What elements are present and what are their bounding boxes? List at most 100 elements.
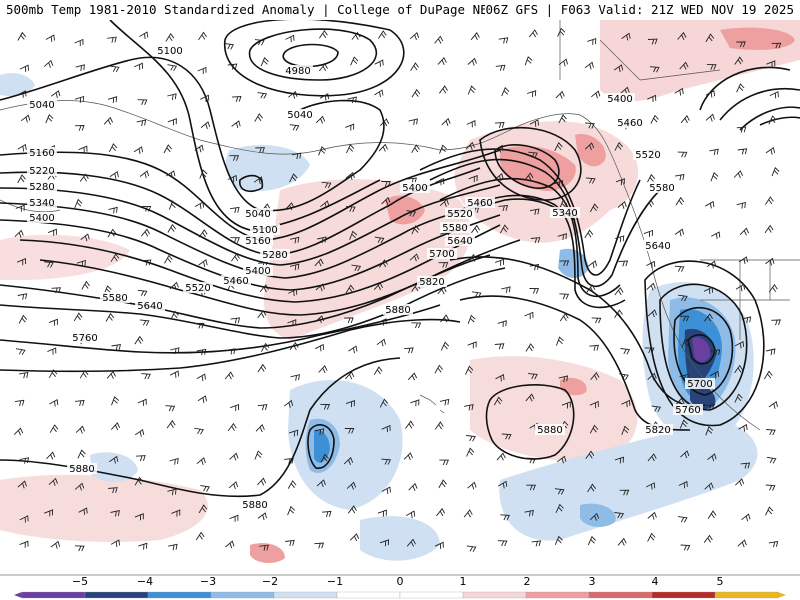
- wind-barb: [134, 428, 145, 437]
- wind-barb: [103, 285, 112, 295]
- colorbar-label: 2: [524, 575, 531, 588]
- wind-barb: [108, 206, 118, 214]
- wind-barb: [194, 427, 204, 435]
- contour-5520: [39, 239, 521, 316]
- contour-label: 5580: [442, 223, 467, 234]
- wind-barb: [494, 122, 505, 128]
- contour-low-2: [248, 28, 377, 81]
- wind-barb: [765, 506, 774, 516]
- wind-barb: [288, 90, 298, 99]
- wind-barb: [349, 533, 360, 542]
- wind-barb: [199, 169, 208, 179]
- wind-barb: [525, 343, 535, 352]
- wind-barb: [710, 231, 721, 239]
- wind-barb: [257, 363, 267, 373]
- wind-barb: [529, 208, 540, 215]
- contour-label: 5340: [29, 198, 54, 209]
- wind-barb: [677, 31, 687, 41]
- wind-barb: [529, 119, 539, 127]
- wind-barb: [739, 227, 750, 236]
- wind-barb: [678, 480, 688, 489]
- wind-barb: [74, 38, 84, 47]
- wind-barb: [19, 515, 29, 523]
- wind-barb: [321, 510, 332, 518]
- wind-barb: [289, 342, 299, 351]
- wind-barb: [555, 503, 564, 513]
- contour-label: 5220: [29, 166, 54, 177]
- wind-barb: [314, 315, 325, 324]
- wind-barb: [15, 348, 26, 356]
- wind-barb: [108, 487, 118, 494]
- wind-barb: [404, 347, 414, 354]
- wind-barb: [108, 143, 118, 153]
- wind-barb: [314, 542, 325, 549]
- contour-label-bg: [243, 208, 273, 219]
- contour-label: 5520: [185, 283, 210, 294]
- contour-label-bg: [243, 235, 273, 246]
- colorbar-segment: [588, 591, 653, 599]
- wind-barb: [646, 260, 656, 269]
- wind-barb: [615, 178, 625, 186]
- wind-barb: [649, 66, 660, 73]
- wind-barb: [75, 425, 86, 434]
- wind-barb: [259, 544, 269, 551]
- wind-barb: [138, 542, 148, 550]
- wind-barb: [735, 283, 746, 292]
- wind-barb: [437, 286, 447, 295]
- wind-barb: [109, 171, 119, 179]
- wind-barb: [377, 318, 387, 326]
- wind-barb: [558, 114, 567, 124]
- wind-barb: [680, 114, 690, 124]
- wind-barb: [105, 312, 115, 322]
- wind-barb: [467, 57, 477, 66]
- contour-west-us-low-2: [673, 306, 734, 396]
- wind-barb: [558, 375, 569, 383]
- wind-barb: [139, 31, 149, 39]
- wind-barb: [584, 142, 595, 151]
- wind-barb: [645, 482, 656, 490]
- wind-barb: [169, 370, 180, 378]
- wind-barb: [706, 260, 717, 269]
- wind-barb: [167, 93, 177, 100]
- wind-barb: [437, 57, 447, 65]
- wind-barb: [257, 512, 267, 521]
- wind-barb: [586, 284, 596, 293]
- wind-barb: [133, 62, 143, 70]
- wind-barb: [621, 399, 631, 408]
- wind-barb: [644, 199, 654, 208]
- contour-label-bg: [465, 197, 495, 208]
- wind-barb: [17, 174, 26, 184]
- wind-barb: [411, 322, 422, 329]
- wind-barb: [498, 37, 509, 44]
- contour-label-bg: [643, 424, 673, 435]
- wind-barb: [374, 89, 384, 98]
- wind-barb: [260, 342, 270, 352]
- wind-barb: [496, 452, 506, 461]
- wind-barb: [343, 456, 354, 465]
- wind-barb: [320, 403, 331, 410]
- wind-barb: [227, 174, 237, 183]
- wind-barb: [465, 365, 474, 375]
- wind-barb: [614, 309, 623, 319]
- wind-barb: [500, 514, 510, 521]
- wind-barb: [769, 91, 779, 99]
- wind-barb: [766, 429, 776, 436]
- wind-barb: [134, 335, 144, 345]
- wind-barb: [347, 96, 357, 104]
- wind-barb: [494, 173, 504, 182]
- wind-barb: [768, 540, 779, 548]
- contour-label: 5400: [29, 213, 54, 224]
- wind-barb: [647, 511, 657, 520]
- wind-barb: [434, 421, 444, 430]
- wind-barb: [435, 178, 445, 186]
- wind-barb: [45, 114, 54, 124]
- wind-barb: [647, 309, 658, 318]
- wind-barb: [765, 196, 774, 205]
- wind-barb: [167, 118, 177, 126]
- wind-barb: [707, 510, 717, 519]
- wind-barb: [379, 259, 388, 268]
- wind-barb: [528, 151, 538, 159]
- wind-barb: [403, 452, 413, 461]
- wind-barb: [674, 228, 685, 237]
- wind-barb: [140, 228, 150, 237]
